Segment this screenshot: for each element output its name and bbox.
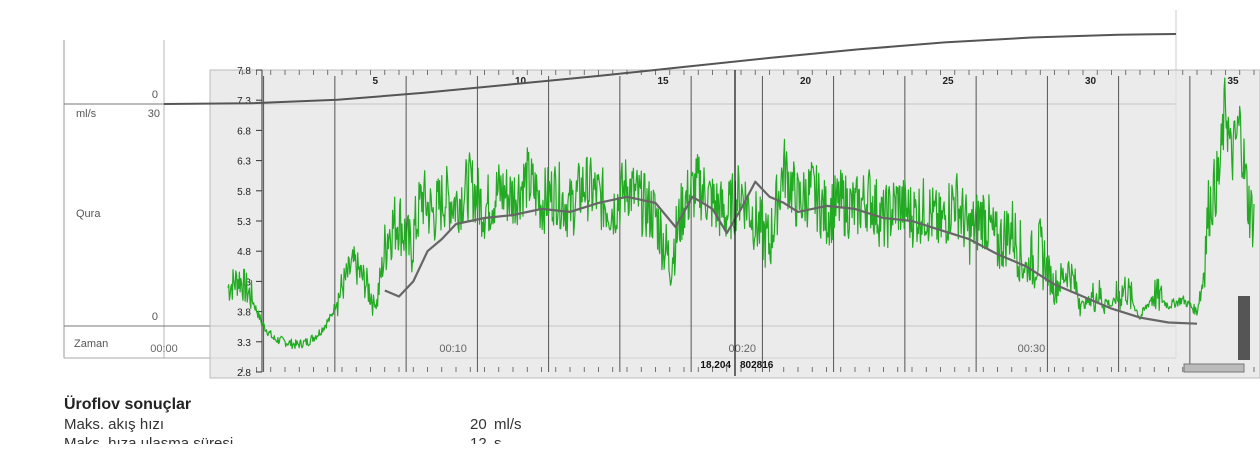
x-tick-label: 20	[800, 76, 812, 87]
x-tick-label: 5	[373, 76, 379, 87]
result-row-max-flow: Maks. akış hızı 20 ml/s	[64, 416, 704, 435]
y-tick-label: 2.8	[237, 368, 251, 379]
y-tick-label: 6.3	[237, 157, 251, 168]
cursor-readout-y: 802816	[740, 360, 774, 371]
y-tick-label: 3.8	[237, 308, 251, 319]
channel-label: Qura	[76, 208, 101, 220]
result-unit: s	[494, 435, 502, 444]
flow-smoothed-series	[384, 180, 1198, 325]
time-tick-label: 00:00	[150, 343, 178, 355]
y-tick-label: 5.3	[237, 217, 251, 228]
left-zero-bottom-label: 0	[152, 311, 158, 323]
time-tick-label: 00:30	[1018, 343, 1046, 355]
x-tick-label: 30	[1085, 76, 1097, 87]
x-tick-label: 15	[658, 76, 670, 87]
y-tick-label: 6.8	[237, 126, 251, 137]
time-tick-label: 00:10	[439, 343, 467, 355]
uroflow-results: Üroflov sonuçlar Maks. akış hızı 20 ml/s…	[64, 396, 704, 444]
y-tick-label: 4.8	[237, 247, 251, 258]
volume-curve	[163, 33, 1177, 105]
scroll-track[interactable]	[1183, 363, 1245, 373]
result-label: Maks. hıza ulaşma süresi	[64, 435, 234, 444]
results-title: Üroflov sonuçlar	[64, 396, 192, 413]
result-value: 12	[470, 435, 487, 444]
scrollbar-handle[interactable]	[1238, 296, 1250, 360]
x-tick-label: 25	[943, 76, 955, 87]
flow-raw-series	[227, 77, 1255, 350]
result-label: Maks. akış hızı	[64, 416, 165, 433]
y-tick-label: 7.3	[237, 96, 251, 107]
x-axis-ticks: 5 10 15 20 25 30 35	[373, 76, 1240, 87]
y-tick-label: 7.8	[237, 66, 251, 77]
result-unit: ml/s	[494, 416, 522, 433]
cursor-readout-x: 18.204	[700, 360, 731, 371]
result-value: 20	[470, 416, 487, 433]
x-tick-label: 35	[1228, 76, 1240, 87]
unit-label: ml/s	[76, 108, 97, 120]
left-zero-top-label: 0	[152, 89, 158, 101]
y-tick-label: 5.8	[237, 187, 251, 198]
time-row-label: Zaman	[74, 338, 108, 350]
left-max-label: 30	[148, 108, 160, 120]
y-tick-label: 3.3	[237, 338, 251, 349]
result-row-time-to-max: Maks. hıza ulaşma süresi 12 s	[64, 435, 704, 444]
x-tick-label: 10	[515, 76, 527, 87]
time-tick-label: 00:20	[729, 343, 757, 355]
